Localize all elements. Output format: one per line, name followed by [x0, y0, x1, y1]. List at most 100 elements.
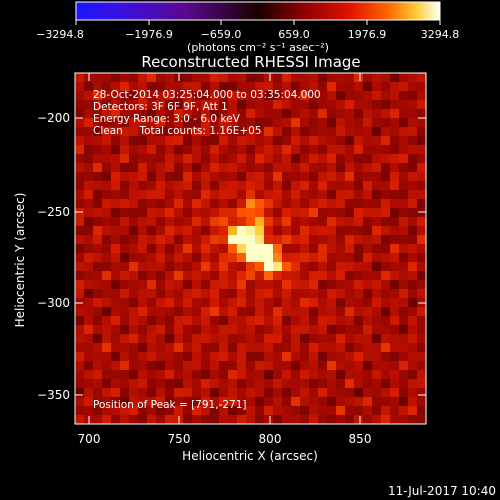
image-pixel	[120, 379, 130, 389]
image-pixel	[129, 100, 139, 110]
image-pixel	[210, 118, 220, 128]
image-pixel	[264, 271, 274, 281]
info-line-clean: Clean Total counts: 1.16E+05	[93, 125, 262, 137]
image-pixel	[318, 109, 328, 119]
image-pixel	[282, 181, 292, 191]
image-pixel	[399, 100, 409, 110]
image-pixel	[336, 172, 346, 182]
image-pixel	[129, 235, 139, 245]
image-pixel	[120, 370, 130, 380]
image-pixel	[192, 397, 202, 407]
image-pixel	[399, 316, 409, 326]
image-pixel	[84, 316, 94, 326]
image-pixel	[399, 334, 409, 344]
image-pixel	[336, 262, 346, 272]
image-pixel	[111, 289, 121, 299]
image-pixel	[417, 199, 426, 209]
image-pixel	[273, 199, 283, 209]
image-pixel	[129, 82, 139, 92]
image-pixel	[111, 235, 121, 245]
image-pixel	[120, 307, 130, 317]
y-tick-label: −250	[37, 205, 70, 219]
image-pixel	[372, 361, 382, 371]
image-pixel	[111, 127, 121, 137]
image-pixel	[372, 397, 382, 407]
image-pixel	[201, 280, 211, 290]
image-pixel	[264, 199, 274, 209]
image-pixel	[363, 406, 373, 416]
image-pixel	[390, 136, 400, 146]
image-pixel	[210, 145, 220, 155]
image-pixel	[363, 262, 373, 272]
image-pixel	[273, 361, 283, 371]
image-pixel	[345, 190, 355, 200]
colorbar-ticks	[75, 20, 441, 25]
image-pixel	[174, 217, 184, 227]
image-pixel	[273, 190, 283, 200]
image-pixel	[255, 244, 265, 254]
pixel-map	[75, 73, 426, 424]
image-pixel	[219, 172, 229, 182]
image-pixel	[111, 208, 121, 218]
image-pixel	[291, 217, 301, 227]
image-pixel	[327, 136, 337, 146]
image-pixel	[255, 136, 265, 146]
image-pixel	[174, 109, 184, 119]
image-pixel	[399, 154, 409, 164]
image-pixel	[300, 289, 310, 299]
image-pixel	[219, 235, 229, 245]
image-pixel	[264, 406, 274, 416]
image-pixel	[363, 208, 373, 218]
image-pixel	[381, 181, 391, 191]
image-pixel	[282, 226, 292, 236]
image-pixel	[102, 109, 112, 119]
image-pixel	[408, 262, 418, 272]
image-pixel	[363, 289, 373, 299]
image-pixel	[183, 244, 193, 254]
image-pixel	[201, 298, 211, 308]
image-pixel	[327, 154, 337, 164]
image-pixel	[147, 379, 157, 389]
image-pixel	[102, 208, 112, 218]
image-pixel	[111, 244, 121, 254]
image-pixel	[228, 343, 238, 353]
image-pixel	[201, 235, 211, 245]
image-pixel	[345, 415, 355, 424]
image-pixel	[120, 280, 130, 290]
image-pixel	[291, 280, 301, 290]
image-pixel	[84, 361, 94, 371]
image-pixel	[417, 379, 426, 389]
image-pixel	[309, 325, 319, 335]
image-pixel	[246, 325, 256, 335]
image-pixel	[273, 109, 283, 119]
image-pixel	[183, 73, 193, 83]
image-pixel	[354, 388, 364, 398]
image-pixel	[408, 343, 418, 353]
image-pixel	[408, 397, 418, 407]
image-pixel	[210, 325, 220, 335]
image-pixel	[246, 253, 256, 263]
image-pixel	[291, 379, 301, 389]
image-pixel	[264, 289, 274, 299]
image-pixel	[273, 163, 283, 173]
image-pixel	[372, 91, 382, 101]
image-pixel	[273, 406, 283, 416]
image-pixel	[282, 163, 292, 173]
image-pixel	[75, 91, 85, 101]
image-pixel	[138, 127, 148, 137]
image-pixel	[147, 352, 157, 362]
image-pixel	[300, 136, 310, 146]
image-pixel	[228, 361, 238, 371]
image-pixel	[309, 127, 319, 137]
image-pixel	[255, 388, 265, 398]
image-pixel	[228, 334, 238, 344]
image-pixel	[300, 100, 310, 110]
image-pixel	[111, 280, 121, 290]
image-pixel	[309, 262, 319, 272]
image-pixel	[390, 73, 400, 83]
image-pixel	[228, 109, 238, 119]
image-pixel	[327, 91, 337, 101]
image-pixel	[201, 370, 211, 380]
image-pixel	[255, 154, 265, 164]
image-pixel	[264, 145, 274, 155]
